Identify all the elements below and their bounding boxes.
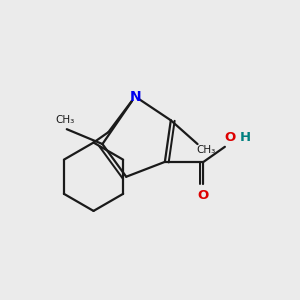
Text: O: O — [225, 131, 236, 144]
Text: CH₃: CH₃ — [197, 145, 216, 155]
Text: O: O — [198, 189, 209, 202]
Text: CH₃: CH₃ — [56, 115, 75, 125]
Text: H: H — [239, 131, 251, 144]
Text: N: N — [129, 89, 141, 103]
